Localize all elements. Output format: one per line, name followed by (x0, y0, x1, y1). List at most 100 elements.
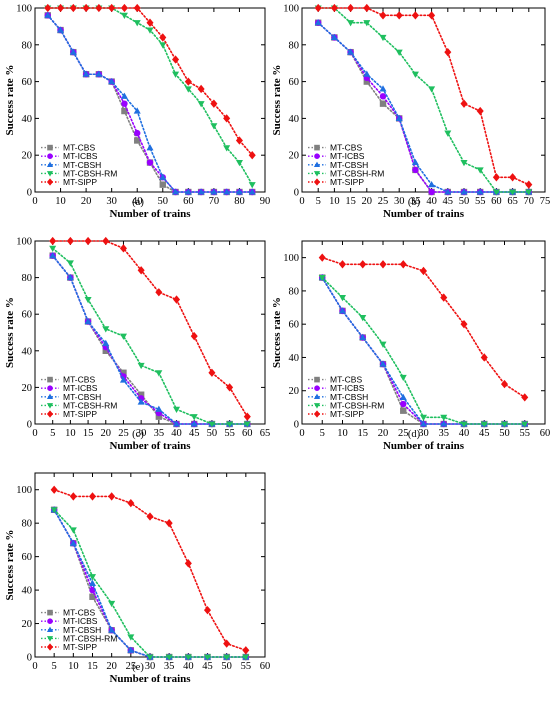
x-tick-label: 50 (158, 196, 169, 207)
data-point (159, 181, 166, 188)
data-point (314, 19, 322, 26)
data-point (359, 333, 367, 341)
data-point (460, 421, 468, 428)
data-point (347, 20, 355, 27)
data-point (480, 353, 488, 362)
legend-label: MT-CBSH (330, 392, 368, 402)
legend-marker (46, 393, 54, 400)
data-point (399, 374, 407, 382)
x-tick-label: 10 (65, 428, 76, 439)
data-point (223, 188, 231, 195)
data-point (89, 593, 96, 600)
data-point (235, 136, 243, 145)
y-tick-label: 20 (289, 386, 300, 397)
data-point (223, 639, 231, 648)
y-tick-label: 20 (22, 151, 33, 162)
data-point (363, 20, 371, 27)
x-tick-label: 0 (299, 428, 304, 439)
data-point (476, 188, 484, 195)
data-point (121, 107, 128, 115)
data-point (460, 320, 468, 329)
x-tick-label: 0 (32, 661, 37, 672)
data-point (102, 236, 110, 246)
y-tick-label: 60 (289, 77, 300, 88)
data-point (379, 341, 387, 348)
x-axis-title: Number of trains (109, 208, 191, 220)
data-point (363, 3, 371, 13)
data-point (243, 412, 251, 421)
legend-marker (47, 376, 53, 383)
legend-marker (313, 393, 321, 400)
data-point (88, 574, 97, 581)
series-mt-cbsh (44, 11, 256, 195)
data-point (226, 383, 234, 392)
legend-marker (46, 643, 54, 651)
data-point (159, 33, 167, 42)
data-point (120, 12, 128, 20)
data-point (460, 99, 468, 108)
x-tick-label: 45 (479, 428, 490, 439)
data-point (419, 420, 428, 427)
data-point (137, 398, 145, 405)
data-point (399, 393, 407, 400)
x-tick-label: 50 (499, 428, 510, 439)
data-point (44, 11, 52, 18)
data-point (119, 333, 127, 340)
series-mt-sipp (49, 236, 251, 421)
data-point (133, 20, 141, 27)
data-point (146, 159, 154, 166)
legend-label: MT-ICBS (63, 616, 98, 626)
x-tick-label: 25 (126, 661, 137, 672)
data-point (314, 3, 322, 13)
data-point (203, 606, 212, 615)
x-tick-label: 0 (299, 196, 304, 207)
data-point (347, 48, 355, 55)
legend-label: MT-SIPP (330, 177, 364, 187)
data-point (146, 654, 154, 661)
legend-label: MT-CBS (330, 375, 362, 385)
series-mt-sipp (318, 253, 529, 402)
data-point (379, 100, 387, 107)
x-tick-label: 30 (106, 196, 117, 207)
chart-panel-a: 0 10 20 30 40 50 60 70 80 90 0 20 40 60 80 100 Number of… (4, 4, 270, 221)
data-point (460, 160, 468, 167)
data-point (197, 101, 205, 108)
data-point (379, 34, 387, 42)
data-point (223, 114, 231, 123)
data-point (190, 420, 198, 427)
data-point (108, 3, 116, 13)
series-mt-sipp (44, 3, 256, 160)
y-tick-label: 80 (289, 40, 300, 51)
y-tick-label: 40 (22, 114, 33, 125)
y-tick-label: 100 (283, 253, 299, 264)
x-tick-label: 60 (242, 428, 253, 439)
data-point (108, 626, 116, 633)
x-tick-label: 40 (183, 661, 194, 672)
data-point (509, 173, 517, 182)
series-mt-cbsh-rm (49, 245, 251, 428)
y-tick-label: 100 (283, 4, 299, 15)
data-point (359, 314, 367, 322)
data-point (411, 158, 419, 166)
x-tick-label: 30 (136, 428, 147, 439)
data-point (379, 260, 387, 269)
data-point (395, 11, 403, 20)
x-tick-label: 40 (132, 196, 143, 207)
data-point (173, 295, 181, 304)
data-point (133, 3, 141, 13)
data-point (69, 48, 77, 55)
legend-label: MT-CBSH (330, 160, 368, 170)
data-point (127, 634, 135, 641)
x-axis-title: Number of trains (109, 673, 191, 685)
y-axis-title: Success rate % (271, 297, 283, 368)
data-point (208, 368, 216, 377)
data-point (137, 266, 145, 275)
y-tick-label: 20 (289, 151, 300, 162)
data-point (88, 492, 97, 501)
data-point (223, 145, 231, 152)
data-point (521, 421, 529, 428)
x-tick-label: 30 (145, 661, 156, 672)
